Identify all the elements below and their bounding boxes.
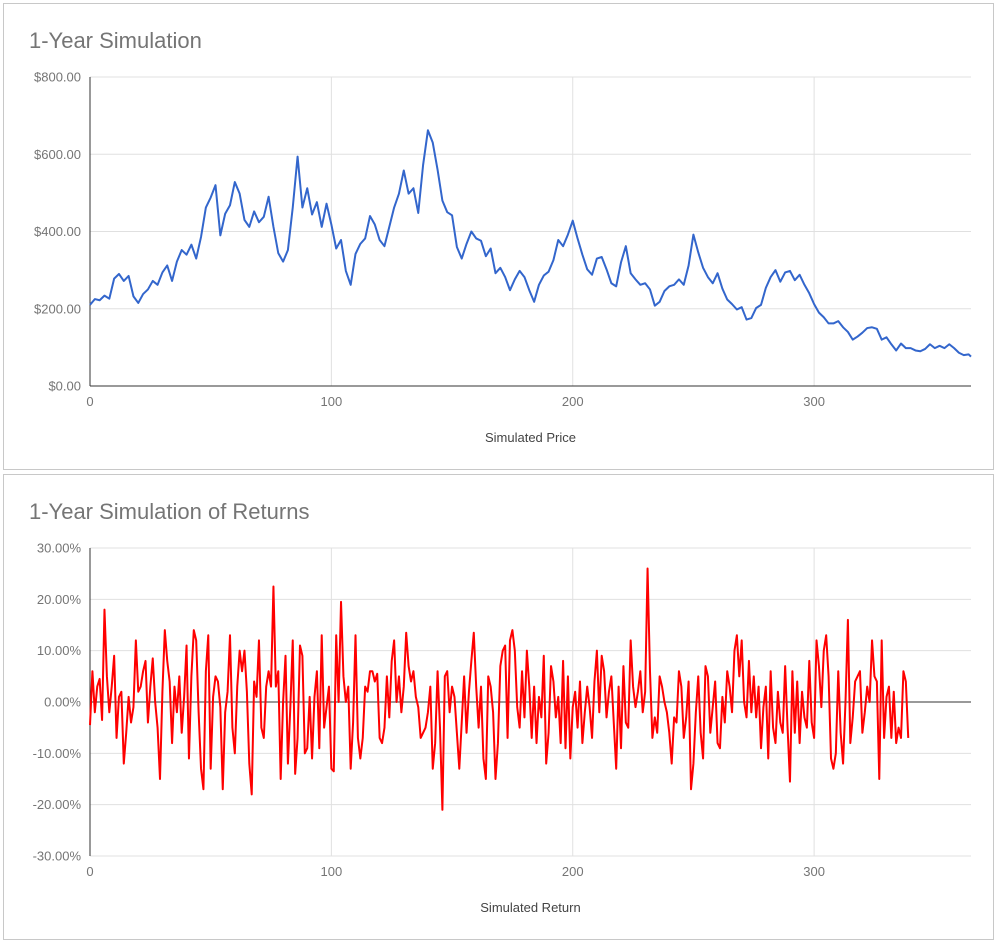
returns-x-tick-label: 300: [803, 864, 825, 879]
price-x-tick-label: 300: [803, 394, 825, 409]
price-chart-panel: 1-Year Simulation $0.00 $200.00 $400.00 $60…: [3, 3, 994, 470]
price-chart-title: 1-Year Simulation: [29, 28, 202, 53]
price-x-axis-title: Simulated Price: [485, 430, 576, 445]
price-x-tick-label: 200: [562, 394, 584, 409]
price-x-tick-label: 0: [86, 394, 93, 409]
returns-y-tick-label: 20.00%: [37, 592, 82, 607]
price-series-line: [89, 129, 972, 358]
returns-x-tick-label: 100: [321, 864, 343, 879]
returns-y-tick-label: 30.00%: [37, 541, 82, 556]
returns-y-tick-label: -30.00%: [33, 849, 82, 864]
price-x-tick-label: 100: [321, 394, 343, 409]
returns-x-axis-title: Simulated Return: [480, 900, 580, 915]
returns-series-line: [89, 567, 910, 811]
returns-chart-title: 1-Year Simulation of Returns: [29, 499, 310, 524]
returns-x-tick-label: 200: [562, 864, 584, 879]
returns-y-tick-label: -20.00%: [33, 797, 82, 812]
returns-chart-panel: 1-Year Simulation of Returns -30.00% -20.…: [3, 474, 994, 940]
price-y-tick-label: $200.00: [34, 301, 81, 316]
returns-y-tick-label: 10.00%: [37, 643, 82, 658]
price-y-tick-label: $400.00: [34, 224, 81, 239]
returns-y-tick-label: 0.00%: [44, 695, 81, 710]
price-y-tick-label: $0.00: [48, 379, 81, 394]
returns-chart-plot: -30.00% -20.00% -10.00% 0.00% 10.00% 20.00% 30…: [33, 541, 971, 915]
price-y-tick-label: $600.00: [34, 147, 81, 162]
returns-x-tick-label: 0: [86, 864, 93, 879]
price-y-tick-label: $800.00: [34, 70, 81, 85]
price-chart-plot: $0.00 $200.00 $400.00 $600.00 $800.00 0 100 200…: [34, 70, 972, 445]
returns-y-tick-label: -10.00%: [33, 746, 82, 761]
